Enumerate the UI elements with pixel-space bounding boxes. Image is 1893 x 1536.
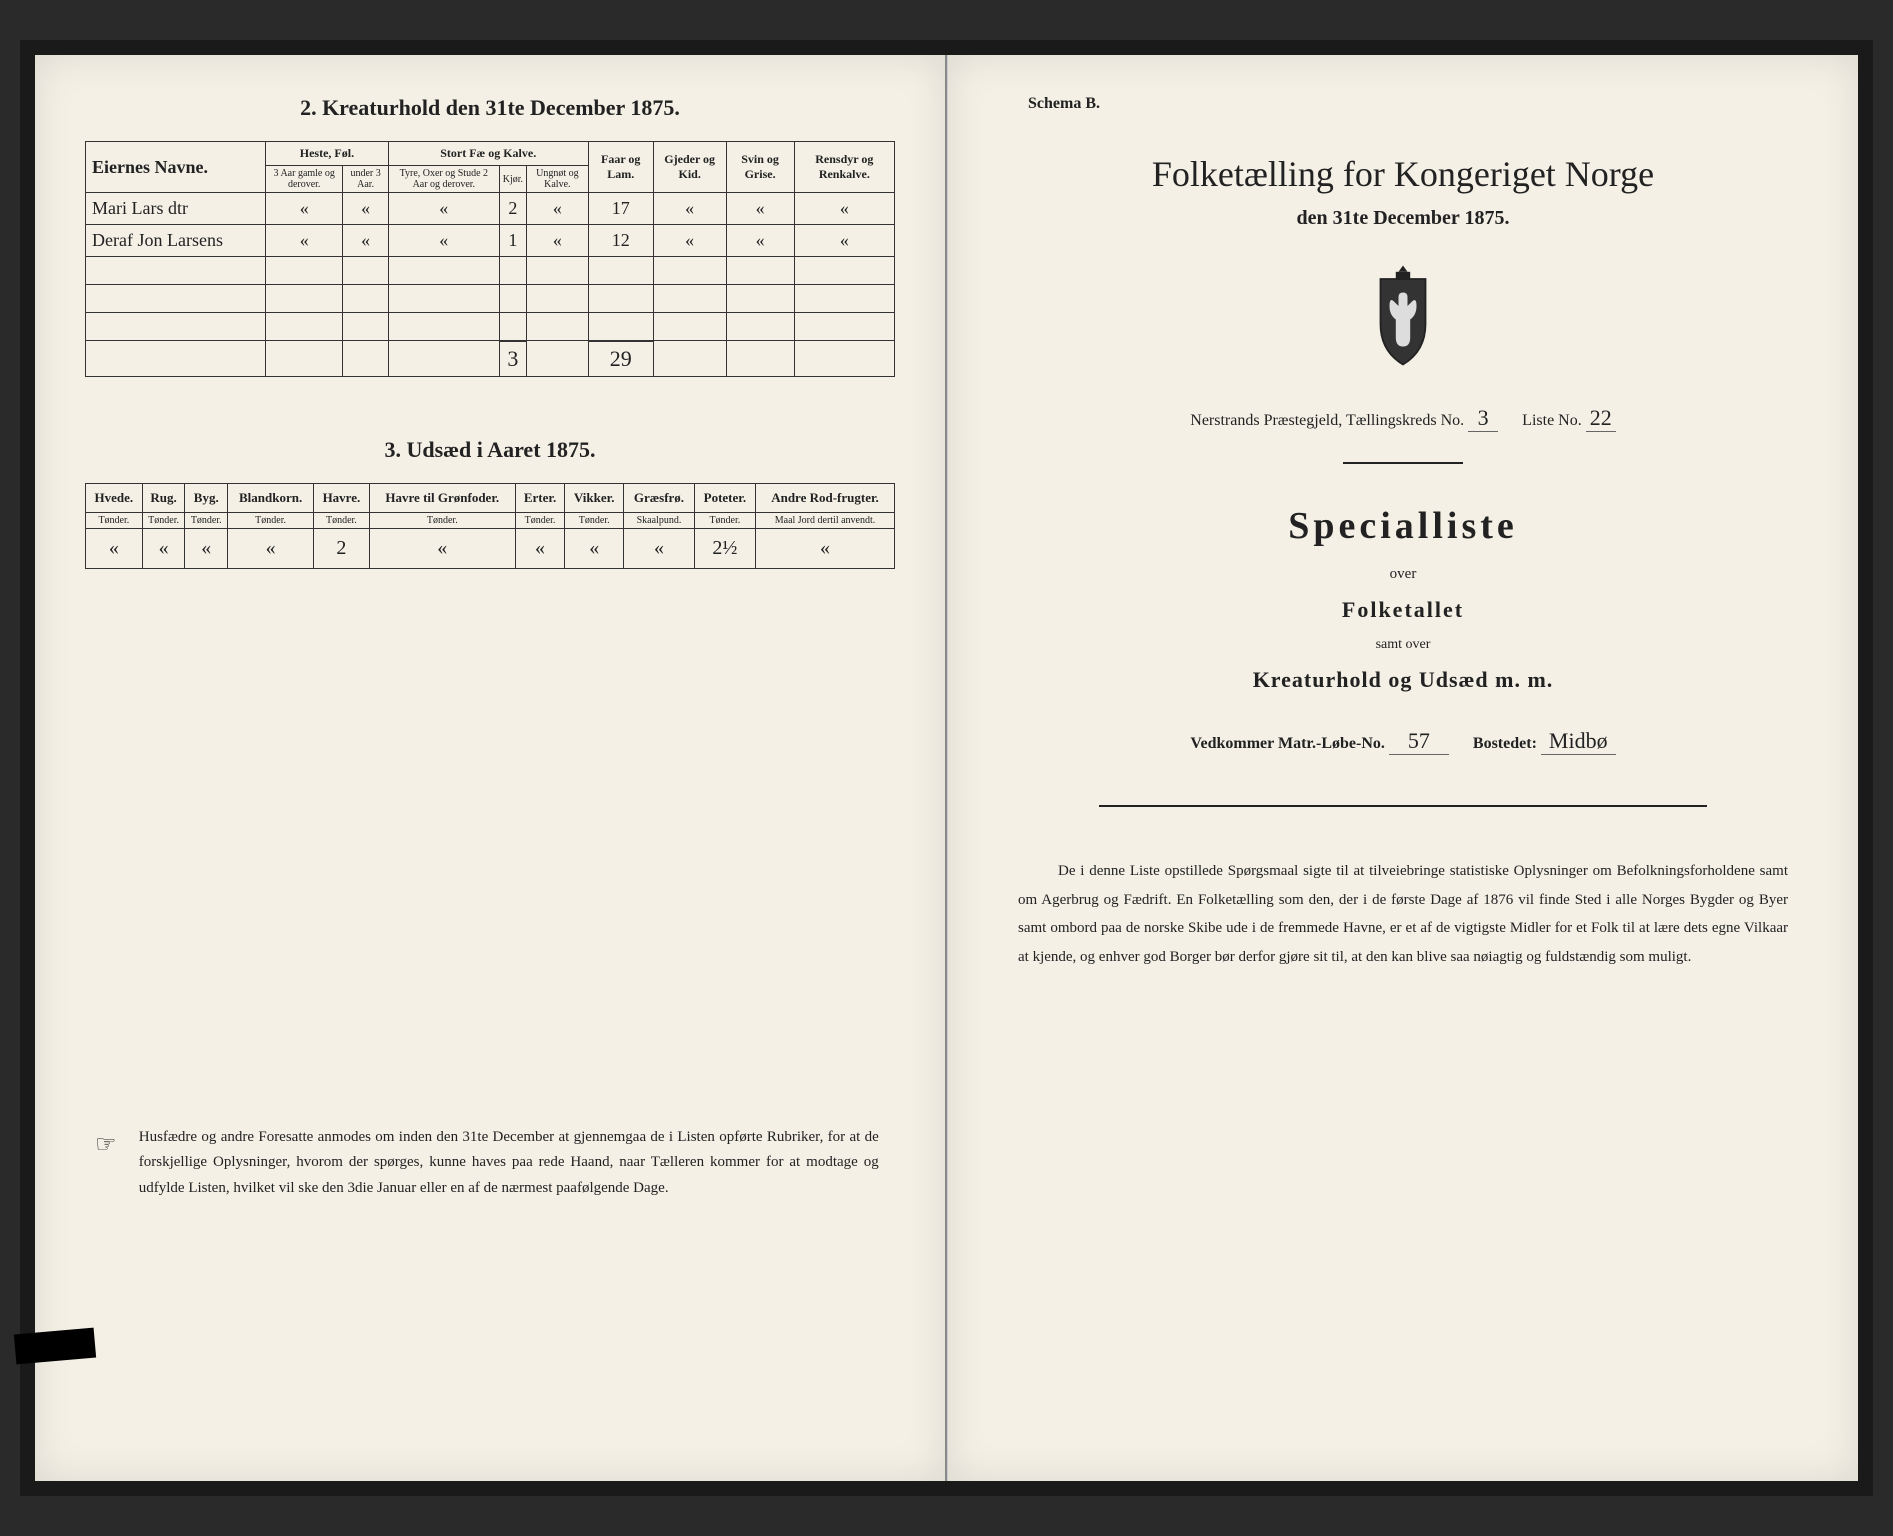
binder-clip: [14, 1328, 96, 1365]
over-text: over: [998, 566, 1808, 583]
col-heste: Heste, Føl.: [266, 142, 389, 166]
col-name: Eiernes Navne.: [86, 142, 266, 193]
coat-of-arms-icon: [998, 260, 1808, 375]
sub-s3: Ungnøt og Kalve.: [527, 166, 589, 193]
matr-no: 57: [1389, 728, 1449, 755]
section-2-title: 2. Kreaturhold den 31te December 1875.: [85, 95, 895, 121]
sub-h2: under 3 Aar.: [343, 166, 388, 193]
kreatur-line: Kreaturhold og Udsæd m. m.: [998, 667, 1808, 693]
totals-row: 3 29: [86, 341, 895, 377]
right-page: Schema B. Folketælling for Kongeriget No…: [947, 55, 1858, 1481]
sub-s1: Tyre, Oxer og Stude 2 Aar og derover.: [388, 166, 499, 193]
table-row: [86, 257, 895, 285]
liste-no: 22: [1586, 405, 1616, 432]
sub-date: den 31te December 1875.: [998, 207, 1808, 230]
special-title: Specialliste: [998, 504, 1808, 548]
table-row: Deraf Jon Larsens « « « 1 « 12 « « «: [86, 225, 895, 257]
main-title: Folketælling for Kongeriget Norge: [998, 153, 1808, 195]
section-3-title: 3. Udsæd i Aaret 1875.: [85, 437, 895, 463]
kreds-no: 3: [1468, 405, 1498, 432]
schema-label: Schema B.: [1028, 95, 1808, 113]
long-divider: [1099, 805, 1707, 807]
sub-s2: Kjør.: [499, 166, 526, 193]
pointing-hand-icon: ☞: [95, 1125, 135, 1166]
samt-text: samt over: [998, 637, 1808, 653]
col-gjeder: Gjeder og Kid.: [653, 142, 726, 193]
table-row: [86, 285, 895, 313]
sub-h1: 3 Aar gamle og derover.: [266, 166, 343, 193]
col-rensdyr: Rensdyr og Renkalve.: [794, 142, 894, 193]
col-stort: Stort Fæ og Kalve.: [388, 142, 588, 166]
folketallet-text: Folketallet: [998, 597, 1808, 623]
col-faar: Faar og Lam.: [588, 142, 653, 193]
section-3: 3. Udsæd i Aaret 1875. Hvede. Rug. Byg. …: [85, 437, 895, 569]
bottom-paragraph: De i denne Liste opstillede Spørgsmaal s…: [998, 857, 1808, 971]
col-svin: Svin og Grise.: [726, 142, 794, 193]
left-page: 2. Kreaturhold den 31te December 1875. E…: [35, 55, 947, 1481]
matr-line: Vedkommer Matr.-Løbe-No. 57 Bostedet: Mi…: [998, 728, 1808, 755]
bostedet: Midbø: [1541, 728, 1616, 755]
footnote-text: Husfædre og andre Foresatte anmodes om i…: [139, 1125, 879, 1202]
book-spread: 2. Kreaturhold den 31te December 1875. E…: [20, 40, 1873, 1496]
table-row: Mari Lars dtr « « « 2 « 17 « « «: [86, 193, 895, 225]
table-row: « « « « 2 « « « « 2½ «: [86, 528, 895, 568]
kreatur-table: Eiernes Navne. Heste, Føl. Stort Fæ og K…: [85, 141, 895, 377]
footnote: ☞ Husfædre og andre Foresatte anmodes om…: [95, 1125, 885, 1202]
table-row: [86, 313, 895, 341]
parish-line: Nerstrands Præstegjeld, Tællingskreds No…: [998, 405, 1808, 432]
udsaed-table: Hvede. Rug. Byg. Blandkorn. Havre. Havre…: [85, 483, 895, 569]
divider: [1343, 462, 1463, 464]
